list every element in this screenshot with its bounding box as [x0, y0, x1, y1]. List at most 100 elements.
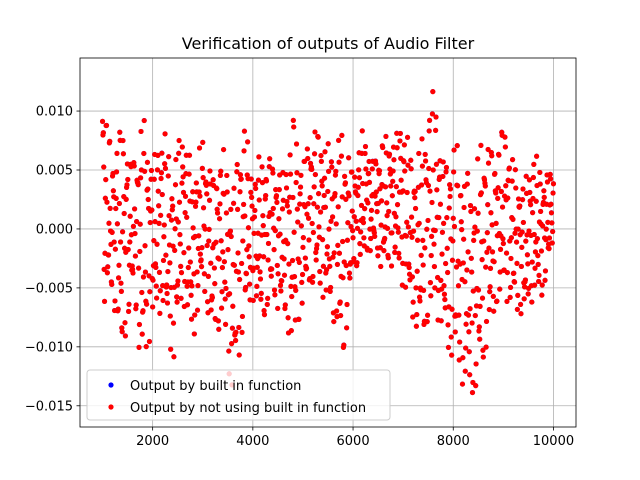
data-point: [291, 273, 298, 280]
data-point: [433, 127, 439, 133]
data-point: [337, 299, 343, 305]
data-point: [404, 189, 410, 196]
data-point: [149, 207, 155, 213]
data-point: [163, 252, 169, 258]
data-point: [103, 122, 110, 129]
data-point: [305, 155, 311, 162]
data-point: [243, 284, 249, 291]
data-point: [477, 336, 483, 342]
data-point: [279, 278, 285, 284]
data-point: [468, 255, 474, 261]
data-point: [250, 297, 256, 304]
data-point: [433, 161, 440, 167]
data-point: [447, 182, 453, 188]
data-point: [176, 150, 182, 156]
data-point: [113, 169, 120, 175]
data-point: [537, 169, 543, 176]
data-point: [484, 249, 490, 255]
data-point: [193, 180, 199, 186]
data-point: [530, 174, 537, 181]
data-point: [296, 316, 302, 322]
data-point: [334, 308, 340, 314]
data-point: [114, 150, 120, 156]
data-point: [275, 305, 281, 312]
data-point: [489, 249, 496, 255]
data-point: [204, 191, 210, 197]
data-point: [510, 216, 516, 222]
data-point: [357, 241, 363, 247]
data-point: [483, 344, 489, 350]
data-point: [144, 159, 151, 165]
data-point: [138, 175, 144, 181]
y-tick-label: 0.005: [36, 163, 73, 178]
data-point: [257, 253, 263, 259]
data-point: [377, 245, 383, 251]
data-point: [166, 154, 172, 160]
data-point: [416, 294, 423, 300]
data-point: [384, 213, 390, 219]
data-point: [474, 228, 480, 234]
data-point: [179, 180, 185, 186]
data-point: [549, 240, 555, 246]
data-point: [372, 233, 378, 239]
data-point: [338, 312, 344, 319]
data-point: [195, 282, 201, 289]
data-point: [273, 187, 279, 193]
data-point: [277, 231, 283, 237]
data-point: [444, 245, 450, 251]
data-point: [105, 252, 112, 258]
data-point: [173, 156, 179, 163]
data-point: [165, 268, 171, 275]
data-point: [374, 209, 380, 215]
data-point: [233, 329, 239, 335]
data-point: [257, 276, 264, 282]
data-point: [548, 210, 555, 216]
data-point: [236, 352, 242, 358]
data-point: [228, 206, 234, 212]
data-point: [339, 132, 345, 138]
data-point: [327, 263, 333, 269]
data-point: [278, 288, 284, 294]
data-point: [473, 361, 479, 367]
legend: Output by built in function Output by no…: [86, 369, 391, 421]
data-point: [160, 297, 166, 304]
data-point: [174, 282, 181, 288]
x-tick-label: 8000: [437, 434, 470, 449]
data-point: [298, 223, 304, 229]
points-layer: [99, 89, 557, 396]
data-point: [239, 329, 245, 335]
data-point: [531, 161, 537, 167]
data-point: [150, 277, 156, 283]
data-point: [125, 246, 131, 253]
data-point: [472, 312, 478, 319]
data-point: [397, 138, 403, 144]
data-point: [498, 188, 504, 195]
data-point: [135, 182, 141, 188]
data-point: [479, 257, 485, 263]
data-point: [452, 329, 458, 335]
data-point: [254, 283, 260, 289]
data-point: [311, 151, 318, 157]
plot-frame: [79, 57, 577, 428]
data-point: [228, 233, 234, 240]
data-point: [316, 224, 322, 230]
data-point: [528, 202, 534, 208]
data-point: [542, 268, 549, 274]
data-point: [113, 205, 119, 212]
data-point: [340, 275, 346, 281]
data-point: [172, 182, 179, 188]
data-point: [294, 170, 300, 176]
data-point: [460, 355, 466, 361]
data-point: [226, 348, 232, 354]
data-point: [184, 214, 190, 220]
data-point: [425, 217, 431, 224]
data-point: [287, 171, 294, 177]
data-point: [408, 157, 414, 163]
data-point: [235, 269, 242, 275]
data-point: [467, 202, 474, 209]
data-point: [346, 270, 353, 276]
data-point: [362, 150, 368, 157]
data-point: [281, 256, 287, 262]
data-point: [288, 328, 294, 334]
data-point: [406, 264, 412, 271]
